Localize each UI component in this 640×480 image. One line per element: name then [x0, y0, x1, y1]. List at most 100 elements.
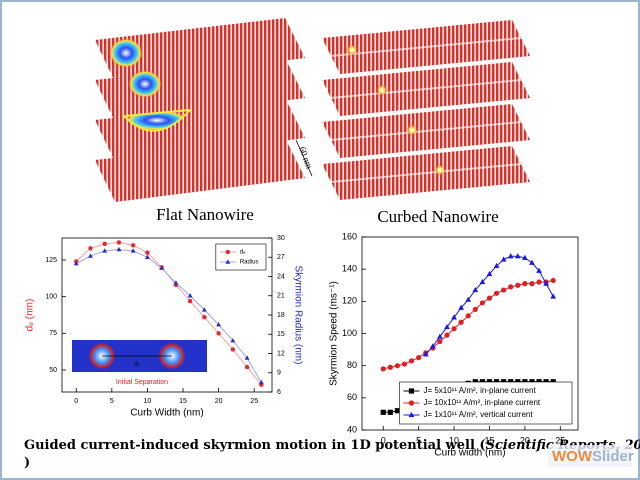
- y2-tick-label: 12: [277, 350, 285, 357]
- watermark-wow: WOW: [552, 448, 593, 465]
- curb-line: [330, 79, 522, 99]
- x-tick-label: 20: [215, 398, 223, 405]
- watermark: WOWSlider: [552, 448, 634, 465]
- marker: [444, 323, 450, 330]
- marker: [408, 400, 415, 406]
- marker: [437, 338, 443, 345]
- wire-strip: [95, 18, 305, 82]
- marker: [529, 259, 535, 265]
- marker: [472, 286, 479, 293]
- marker: [515, 282, 521, 288]
- curbed-label: Curbed Nanowire: [377, 207, 498, 226]
- skyrmion: [121, 108, 193, 132]
- marker: [387, 409, 393, 415]
- y-tick-label: 75: [49, 330, 57, 337]
- legend: J= 5x10¹¹ A/m², in-plane current J= 10x10…: [399, 381, 573, 425]
- marker: [458, 319, 464, 325]
- inset: dₑ Initial Separation: [72, 340, 207, 386]
- marker: [387, 364, 393, 370]
- x-axis-label: Curb Width (nm): [130, 408, 203, 419]
- marker: [258, 379, 264, 385]
- marker: [437, 333, 443, 339]
- flat-label: Flat Nanowire: [156, 205, 254, 224]
- marker: [507, 253, 514, 259]
- y2-tick-label: 30: [277, 235, 285, 242]
- chart: 0 5 10 15 20 25 50 75 100 125 6 9 12 15 18 21 24 27 30 Curb…: [25, 235, 304, 419]
- x-tick-label: 15: [179, 398, 187, 405]
- marker: [73, 261, 79, 266]
- y-axis-label: dₑ (nm): [25, 299, 36, 332]
- marker: [102, 248, 108, 253]
- marker: [529, 281, 535, 287]
- y-tick-label: 160: [342, 231, 357, 241]
- marker: [394, 363, 401, 369]
- marker: [543, 280, 549, 286]
- marker: [479, 278, 486, 285]
- marker: [145, 254, 150, 260]
- marker: [472, 306, 478, 312]
- marker: [493, 262, 500, 269]
- y2-tick-label: 21: [277, 293, 285, 300]
- marker: [465, 313, 471, 319]
- marker: [465, 296, 472, 302]
- marker: [88, 246, 93, 251]
- y2-tick-label: 6: [277, 389, 281, 396]
- marker: [493, 290, 500, 296]
- marker: [501, 287, 507, 293]
- marker: [173, 280, 179, 285]
- marker: [522, 254, 528, 260]
- marker: [422, 351, 429, 357]
- legend-box: [215, 243, 267, 271]
- marker: [408, 388, 415, 394]
- marker: [444, 332, 450, 338]
- marker: [216, 331, 221, 336]
- y-tick-label: 60: [347, 392, 357, 402]
- marker: [88, 253, 93, 258]
- y2-tick-label: 18: [277, 312, 285, 319]
- x-tick-label: 20: [520, 435, 530, 445]
- marker: [380, 409, 386, 415]
- marker: [508, 284, 514, 290]
- x-axis-label: Curb width (nm): [434, 448, 505, 459]
- marker: [416, 355, 422, 361]
- legend-label: dₑ: [240, 250, 246, 256]
- marker: [458, 304, 465, 310]
- legend-label: J= 10x10¹¹ A/m², in-plane current: [423, 398, 540, 407]
- marker: [116, 240, 122, 245]
- x-tick-label: 25: [555, 435, 565, 445]
- skyrmion: [346, 44, 358, 56]
- marker: [130, 243, 136, 248]
- marker: [380, 366, 386, 372]
- marker: [230, 347, 236, 352]
- skyrmion: [109, 38, 143, 68]
- x-tick-label: 10: [144, 398, 152, 405]
- marker: [408, 411, 415, 418]
- marker: [536, 267, 542, 273]
- marker: [536, 279, 542, 285]
- y-tick-label: 40: [347, 424, 357, 434]
- y2-tick-label: 27: [277, 254, 285, 261]
- series-line: [75, 249, 262, 383]
- y-tick-label: 100: [342, 328, 357, 338]
- legend: dₑ Radius: [215, 243, 267, 271]
- curb-line: [330, 163, 522, 183]
- marker: [429, 343, 436, 349]
- marker: [451, 326, 457, 332]
- caption-end: ): [24, 456, 30, 471]
- y2-axis-label: Skyrmion Radius (nm): [292, 266, 303, 365]
- marker: [486, 295, 493, 301]
- caption: Guided current-induced skyrmion motion i…: [24, 438, 640, 453]
- marker: [187, 298, 193, 304]
- chart: 0 5 10 15 20 25 40 60 80 100 120 140 160 Curb width (…: [329, 231, 579, 459]
- y-tick-label: 125: [45, 257, 57, 264]
- skyrmion: [406, 124, 418, 136]
- scale-line: [295, 139, 313, 177]
- y2-tick-label: 24: [277, 273, 285, 280]
- legend-label: J= 1x10¹¹ A/m², vertical current: [423, 410, 533, 419]
- marker: [451, 314, 457, 320]
- x-tick-label: 0: [74, 398, 78, 405]
- marker: [408, 358, 415, 364]
- curb-line: [330, 121, 522, 141]
